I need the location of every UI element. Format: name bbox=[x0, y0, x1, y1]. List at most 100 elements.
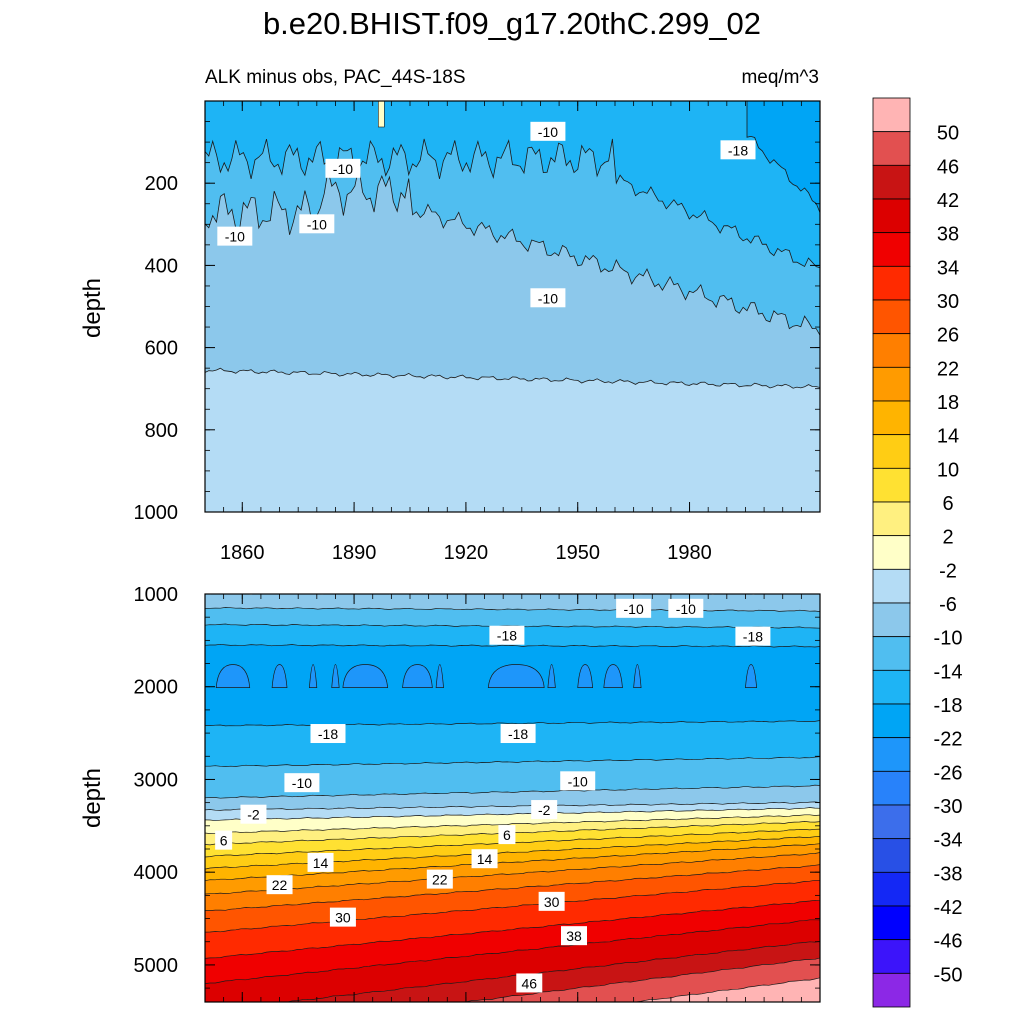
top-xtick-label: 1860 bbox=[220, 542, 265, 564]
bottom-contour-label-bg bbox=[426, 869, 453, 889]
colorbar-box bbox=[872, 838, 911, 873]
figure-title: b.e20.BHIST.f09_g17.20thC.299_02 bbox=[263, 6, 761, 41]
bottom-ytick-label: 1000 bbox=[134, 584, 179, 606]
colorbar-label: 42 bbox=[937, 190, 959, 212]
top-contour-label-bg bbox=[530, 121, 566, 141]
top-contour-label-bg bbox=[299, 214, 335, 234]
colorbar-box bbox=[872, 164, 911, 200]
top-ytick-label: 800 bbox=[145, 420, 178, 442]
colorbar-box bbox=[872, 131, 911, 166]
colorbar-label: -50 bbox=[934, 964, 963, 986]
colorbar-label: 34 bbox=[937, 257, 959, 279]
bottom-contour-label: 38 bbox=[561, 926, 587, 946]
top-contour-label-text: -10 bbox=[538, 290, 558, 306]
top-contour-label-text: -10 bbox=[307, 216, 327, 232]
colorbar-label: 2 bbox=[942, 527, 953, 549]
bottom-contour-line-13 bbox=[205, 843, 820, 882]
bottom-ytick-label: 4000 bbox=[134, 862, 179, 884]
bottom-contour-line-16 bbox=[205, 879, 820, 933]
top-band-minus14 bbox=[205, 101, 820, 268]
bottom-band-minus22-blob bbox=[745, 664, 758, 689]
bottom-contour-label-text: -18 bbox=[497, 628, 517, 644]
bottom-band-1 bbox=[205, 607, 820, 629]
bottom-contour-line-12 bbox=[205, 836, 820, 870]
bottom-contour-label-bg bbox=[500, 724, 536, 744]
top-panel: -10 -10 -10 -10 -18 -10 1860 1890 1920 1950 1980 20… bbox=[134, 100, 821, 564]
top-band-minus2-sliver bbox=[378, 101, 385, 128]
bottom-contour-label: -2 bbox=[531, 800, 558, 820]
bottom-contour-label: 14 bbox=[307, 852, 334, 872]
bottom-contour-label-bg bbox=[498, 825, 516, 845]
colorbar-box bbox=[872, 770, 911, 806]
bottom-contour-label-bg bbox=[307, 852, 334, 872]
bottom-contour-label: 6 bbox=[215, 830, 233, 850]
bottom-band-17 bbox=[205, 900, 820, 984]
bottom-contour-label-text: -10 bbox=[292, 775, 312, 791]
colorbar-box bbox=[872, 972, 911, 1008]
bottom-contour-line-8 bbox=[205, 807, 820, 822]
bottom-contour-label-bg bbox=[471, 849, 498, 869]
colorbar-box bbox=[872, 467, 911, 503]
bottom-contour-label: -18 bbox=[310, 724, 346, 744]
top-contour-label: -10 bbox=[299, 214, 335, 234]
colorbar-label: -2 bbox=[939, 560, 957, 582]
bottom-band-minus22-blob bbox=[402, 664, 433, 689]
colorbar-box bbox=[872, 804, 911, 840]
bottom-contour-line-4 bbox=[205, 720, 820, 727]
bottom-contour-label-text: 46 bbox=[521, 975, 537, 991]
bottom-contour-line-6 bbox=[205, 784, 820, 799]
colorbar-box bbox=[872, 299, 911, 335]
bottom-contour-label-bg bbox=[215, 830, 233, 850]
top-contour-label-bg bbox=[217, 226, 253, 246]
colorbar-label: 14 bbox=[937, 426, 959, 448]
bottom-contour-label-bg bbox=[616, 598, 652, 618]
top-contour-label: -10 bbox=[325, 158, 361, 178]
bottom-contour-label: -10 bbox=[616, 598, 652, 618]
bottom-contour-label: -2 bbox=[240, 804, 267, 824]
bottom-band-4 bbox=[205, 720, 820, 767]
colorbar-box bbox=[872, 568, 911, 604]
bottom-contour-label: -10 bbox=[284, 773, 320, 793]
bottom-contour-label-text: 14 bbox=[477, 851, 493, 867]
bottom-ylabel: depth bbox=[79, 768, 106, 828]
top-contour-line-0 bbox=[205, 367, 820, 389]
bottom-contour-label-text: 6 bbox=[503, 827, 511, 843]
top-ytick-label: 400 bbox=[145, 255, 178, 277]
bottom-contour-label-bg bbox=[489, 625, 525, 645]
colorbar-box bbox=[872, 871, 911, 907]
bottom-band-5 bbox=[205, 756, 820, 799]
top-subtitle-right: meq/m^3 bbox=[741, 67, 819, 88]
bottom-contour-line-18 bbox=[205, 919, 820, 984]
bottom-contour-label-text: -2 bbox=[247, 807, 260, 823]
bottom-contour-label-text: 14 bbox=[313, 855, 329, 871]
colorbar-label: -46 bbox=[934, 931, 963, 953]
bottom-contour-label-bg bbox=[516, 973, 543, 993]
colorbar-box bbox=[872, 366, 911, 402]
bottom-contour-label: 30 bbox=[329, 907, 356, 927]
bottom-plot-frame bbox=[204, 593, 821, 1003]
colorbar-label: 10 bbox=[937, 459, 959, 481]
bottom-band-12 bbox=[205, 836, 820, 881]
top-band-minus18 bbox=[746, 101, 820, 213]
bottom-contour-label-text: -2 bbox=[538, 802, 551, 818]
bottom-contour-label: 46 bbox=[516, 973, 543, 993]
top-subtitle-left: ALK minus obs, PAC_44S-18S bbox=[205, 67, 466, 88]
top-contour-label: -10 bbox=[530, 288, 566, 308]
bottom-contour-label: -10 bbox=[560, 771, 596, 791]
bottom-ytick-label: 3000 bbox=[134, 769, 179, 791]
bottom-contour-label-bg bbox=[668, 598, 704, 618]
bottom-contour-line-21 bbox=[634, 977, 820, 1002]
bottom-contour-label-bg bbox=[310, 724, 346, 744]
top-contour-label-text: -10 bbox=[538, 124, 558, 140]
bottom-band-minus22-blob bbox=[435, 664, 444, 689]
top-contour-label-text: -18 bbox=[728, 142, 748, 158]
colorbar-box bbox=[872, 501, 911, 537]
colorbar-box bbox=[872, 400, 911, 436]
colorbar-label: -22 bbox=[934, 729, 963, 751]
bottom-contour-label: 14 bbox=[471, 849, 498, 869]
bottom-contour-label-text: 22 bbox=[432, 872, 448, 888]
bottom-contour-label-bg bbox=[240, 804, 267, 824]
top-contour-line-1 bbox=[205, 167, 820, 336]
top-contour-line-2 bbox=[205, 138, 820, 269]
